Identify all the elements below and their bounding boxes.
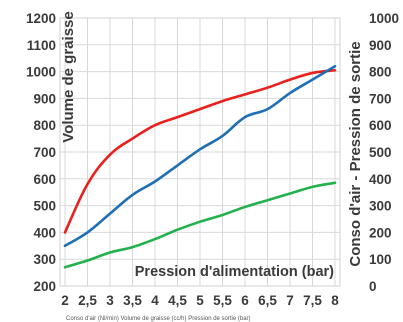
y-right-tick-label: 500 xyxy=(369,145,392,160)
x-tick-label: 6 xyxy=(241,293,249,308)
x-tick-label: 3 xyxy=(106,293,114,308)
y-left-tick-label: 600 xyxy=(33,172,56,187)
y-axis-left-ticks: 200 300 400 500 600 700 800 900 1000 1100 1200 xyxy=(26,11,56,294)
x-axis-label: Pression d'alimentation (bar) xyxy=(135,264,334,280)
y-right-tick-label: 800 xyxy=(369,65,392,80)
gridlines xyxy=(60,17,340,287)
y-right-tick-label: 900 xyxy=(369,38,392,53)
y-right-tick-label: 1000 xyxy=(369,11,399,26)
y-right-tick-label: 400 xyxy=(369,172,392,187)
y-left-tick-label: 500 xyxy=(33,199,56,214)
y-axis-left-label: Volume de graisse xyxy=(60,11,77,142)
y-right-tick-label: 200 xyxy=(369,225,392,240)
x-tick-label: 4,5 xyxy=(168,293,187,308)
x-tick-label: 7,5 xyxy=(303,293,322,308)
x-tick-label: 8 xyxy=(331,293,339,308)
x-tick-label: 2 xyxy=(61,293,69,308)
y-left-tick-label: 300 xyxy=(33,252,56,267)
y-right-tick-label: 700 xyxy=(369,91,392,106)
series-lines xyxy=(63,64,337,269)
y-right-tick-label: 0 xyxy=(369,279,377,294)
legend: Conso d'air (Nl/min) Volume de graisse (… xyxy=(66,316,251,322)
series-line-red xyxy=(63,68,337,234)
x-tick-label: 6,5 xyxy=(258,293,277,308)
y-left-tick-label: 900 xyxy=(33,91,56,106)
x-tick-label: 5,5 xyxy=(213,293,232,308)
x-axis-ticks: 2 2,5 3 3,5 4 4,5 5 5,5 6 6,5 7 7,5 8 xyxy=(61,293,339,308)
y-left-tick-label: 1100 xyxy=(27,38,56,53)
x-tick-label: 5 xyxy=(196,293,204,308)
plot-border xyxy=(59,17,341,287)
y-left-tick-label: 400 xyxy=(33,225,56,240)
y-left-tick-label: 200 xyxy=(33,279,56,294)
y-axis-right-label: Conso d'air - Pression de sortie xyxy=(347,41,364,266)
x-tick-label: 2,5 xyxy=(78,293,97,308)
x-tick-label: 7 xyxy=(286,293,294,308)
x-tick-label: 4 xyxy=(151,293,159,308)
y-right-tick-label: 300 xyxy=(369,199,392,214)
y-left-tick-label: 1000 xyxy=(26,65,56,80)
y-right-tick-label: 600 xyxy=(369,118,392,133)
y-left-tick-label: 700 xyxy=(33,145,56,160)
x-tick-label: 3,5 xyxy=(123,293,142,308)
series-line-green xyxy=(63,181,337,269)
y-right-tick-label: 100 xyxy=(369,252,392,267)
y-left-tick-label: 800 xyxy=(33,118,56,133)
y-axis-right-ticks: 0 100 200 300 400 500 600 700 800 900 1000 xyxy=(369,11,399,294)
plot-area xyxy=(59,17,341,287)
series-line-blue xyxy=(63,64,337,248)
y-left-tick-label: 1200 xyxy=(26,11,56,26)
